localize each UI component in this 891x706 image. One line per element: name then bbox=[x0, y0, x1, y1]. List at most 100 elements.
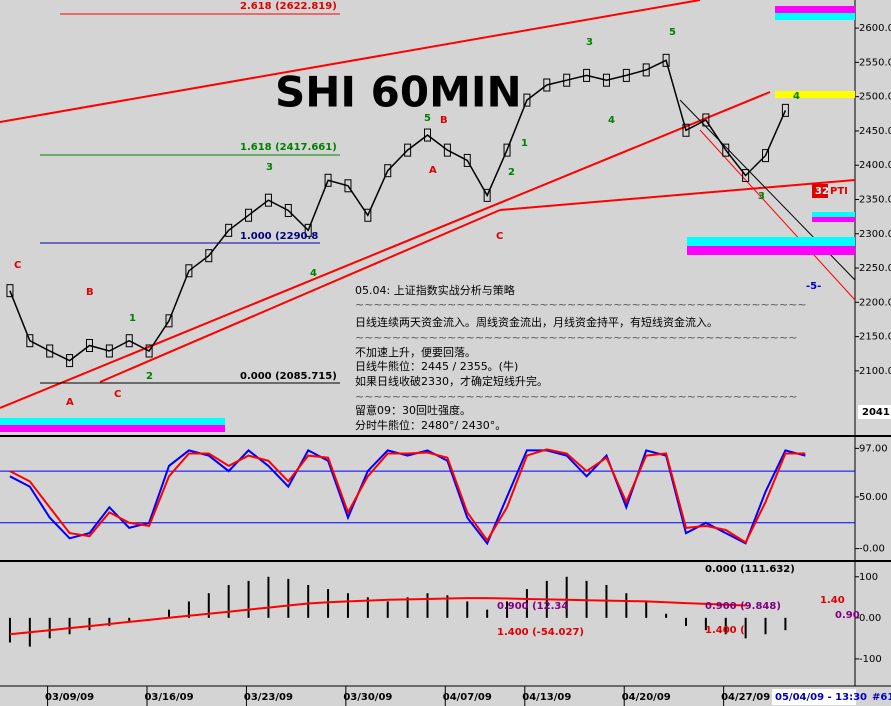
note-text: 如果日线收破2330，才确定短线升完。 bbox=[355, 374, 548, 388]
y-tick-label: 2350.00 bbox=[859, 194, 891, 205]
histogram-bar bbox=[207, 593, 210, 618]
price-bar bbox=[364, 208, 372, 222]
histogram-bar bbox=[307, 584, 310, 618]
annotation: C bbox=[14, 260, 21, 271]
x-tick-label: 04/13/09 bbox=[522, 692, 571, 703]
annotation: A bbox=[429, 165, 437, 176]
price-bar bbox=[503, 143, 511, 157]
y-tick-label: 2450.00 bbox=[859, 126, 891, 137]
histogram-bar bbox=[625, 593, 628, 618]
y-tick-label: 2200.00 bbox=[859, 297, 891, 308]
histogram-bar bbox=[88, 617, 91, 631]
annotation: 2 bbox=[146, 371, 153, 382]
price-bar bbox=[105, 344, 113, 358]
label-box bbox=[858, 405, 891, 419]
price-bar bbox=[463, 153, 471, 167]
price-bar bbox=[404, 143, 412, 157]
price-bar bbox=[205, 249, 213, 263]
price-bar bbox=[384, 164, 392, 178]
price-bar bbox=[344, 179, 352, 193]
price-bar bbox=[6, 284, 14, 298]
annotation: B bbox=[86, 287, 94, 298]
annotation: 5 bbox=[424, 113, 431, 124]
histogram-bar bbox=[744, 617, 747, 639]
annotation: PTI bbox=[830, 186, 848, 197]
x-tick-label: 03/16/09 bbox=[144, 692, 193, 703]
y-tick-label: -100 bbox=[859, 654, 882, 665]
x-tick-label: 03/09/09 bbox=[45, 692, 94, 703]
annotation: C bbox=[114, 389, 121, 400]
histogram-bar bbox=[406, 597, 409, 618]
y-tick-label: 2600.00 bbox=[859, 23, 891, 34]
price-bar bbox=[26, 334, 34, 348]
price-bar bbox=[682, 123, 690, 137]
annotation: 2 bbox=[508, 167, 515, 178]
note-text: ~~~~~~~~~~~~~~~~~~~~~~~~~~~~~~~~~~~~~~~~… bbox=[355, 390, 797, 403]
series-line bbox=[9, 449, 806, 546]
price-bar bbox=[742, 168, 750, 182]
y-tick-label: 0.00 bbox=[859, 613, 881, 624]
footer-box bbox=[772, 689, 856, 705]
price-bar bbox=[781, 103, 789, 117]
histogram-bar bbox=[446, 595, 449, 618]
note-text: 日线连续两天资金流入。周线资金流出，月线资金持平，有短线资金流入。 bbox=[355, 315, 718, 329]
footer-id: #61 bbox=[872, 692, 891, 703]
price-bar bbox=[284, 203, 292, 217]
price-bar bbox=[523, 93, 531, 107]
x-tick-label: 03/30/09 bbox=[343, 692, 392, 703]
note-text: ~~~~~~~~~~~~~~~~~~~~~~~~~~~~~~~~~~~~~~~~… bbox=[355, 331, 797, 344]
price-bar bbox=[85, 339, 93, 353]
histogram-bar bbox=[8, 617, 11, 643]
series-line bbox=[9, 597, 746, 636]
annotation: 0.000 (111.632) bbox=[705, 564, 795, 575]
annotation: 0.900 (9.848) bbox=[705, 601, 781, 612]
series-line bbox=[9, 448, 806, 544]
level-bars bbox=[0, 6, 855, 432]
y-tick-label: 2150.00 bbox=[859, 332, 891, 343]
note-text: ~~~~~~~~~~~~~~~~~~~~~~~~~~~~~~~~~~~~~~~~… bbox=[355, 298, 807, 311]
price-bar bbox=[245, 208, 253, 222]
histogram-bar bbox=[187, 601, 190, 618]
annotation: A bbox=[66, 397, 74, 408]
price-bar bbox=[125, 334, 133, 348]
annotation: 32 bbox=[815, 186, 829, 197]
histogram-bar bbox=[525, 589, 528, 618]
annotation: 3 bbox=[758, 191, 765, 202]
histogram-bar bbox=[724, 617, 727, 635]
note-text: 05.04: 上证指数实战分析与策略 bbox=[355, 283, 515, 297]
annotation: C bbox=[496, 231, 503, 242]
price-bar bbox=[443, 143, 451, 157]
price-bar bbox=[66, 354, 74, 368]
price-bar bbox=[324, 173, 332, 187]
price-bar bbox=[662, 53, 670, 67]
annotation: B bbox=[440, 115, 448, 126]
price-bar bbox=[702, 113, 710, 127]
y-tick-label: -0.00 bbox=[859, 544, 885, 555]
annotation: 1 bbox=[129, 313, 136, 324]
histogram-bar bbox=[346, 593, 349, 618]
annotation: 0.000 (2085.715) bbox=[240, 371, 337, 382]
note-text: 日线牛熊位：2445 / 2355。(牛) bbox=[355, 359, 518, 373]
annotation: 1.40 bbox=[820, 595, 845, 606]
footer-time: 05/04/09 - 13:30 bbox=[775, 692, 867, 703]
note-text: 不加速上升，便要回落。 bbox=[355, 346, 476, 359]
annotation: -5- bbox=[806, 281, 821, 292]
annotation: 3 bbox=[586, 37, 593, 48]
histogram-bar bbox=[366, 597, 369, 618]
annotation: 0.900 (12.34 bbox=[497, 601, 568, 612]
x-tick-label: 04/20/09 bbox=[622, 692, 671, 703]
histogram-bar bbox=[466, 601, 469, 618]
y-tick-label: 50.00 bbox=[859, 492, 888, 503]
histogram-bar bbox=[48, 617, 51, 639]
histogram-bar bbox=[645, 601, 648, 618]
label-box bbox=[812, 184, 828, 198]
annotation: 4 bbox=[310, 268, 317, 279]
price-bar bbox=[304, 223, 312, 237]
y-tick-label: 2100.00 bbox=[859, 366, 891, 377]
price-bar bbox=[225, 223, 233, 237]
y-tick-label: 2550.00 bbox=[859, 57, 891, 68]
price-bar bbox=[185, 264, 193, 278]
annotation: 1.400 (-54.027) bbox=[497, 627, 584, 638]
histogram-bar bbox=[565, 576, 568, 618]
